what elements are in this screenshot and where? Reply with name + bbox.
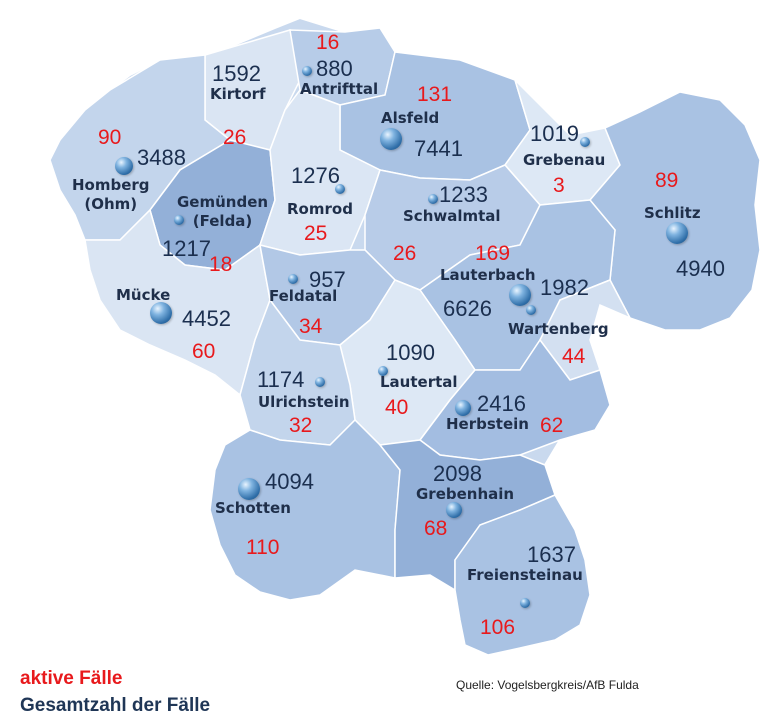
total-cases-herbstein: 2416 bbox=[477, 391, 526, 416]
marker-icon bbox=[115, 157, 133, 175]
total-cases-lauterbach: 6626 bbox=[443, 296, 492, 321]
marker-icon bbox=[174, 215, 184, 225]
name-schwalmtal: Schwalmtal bbox=[403, 207, 501, 225]
region-schotten bbox=[209, 418, 401, 601]
name-feldatal: Feldatal bbox=[269, 287, 338, 305]
region-freiensteinau bbox=[454, 494, 591, 656]
total-cases-wartenberg: 1982 bbox=[540, 275, 589, 300]
active-cases-schlitz: 89 bbox=[655, 169, 679, 192]
total-cases-grebenau: 1019 bbox=[530, 121, 579, 146]
marker-icon bbox=[380, 128, 402, 150]
name-gemuenden: Gemünden (Felda) bbox=[177, 193, 269, 230]
marker-icon bbox=[446, 502, 462, 518]
active-cases-ulrichstein: 32 bbox=[289, 414, 313, 437]
marker-icon bbox=[520, 598, 530, 608]
total-cases-grebenhain: 2098 bbox=[433, 461, 482, 486]
active-cases-gemuenden: 18 bbox=[209, 253, 233, 276]
total-cases-feldatal: 957 bbox=[309, 267, 346, 292]
active-cases-wartenberg: 44 bbox=[562, 345, 586, 368]
active-cases-lauterbach: 169 bbox=[475, 242, 511, 265]
total-cases-homberg: 3488 bbox=[137, 145, 186, 170]
active-cases-grebenhain: 68 bbox=[424, 517, 448, 540]
name-romrod: Romrod bbox=[287, 200, 353, 218]
name-homberg: Homberg (Ohm) bbox=[72, 176, 150, 213]
name-kirtorf: Kirtorf bbox=[210, 85, 266, 103]
active-cases-antrifttal: 16 bbox=[316, 31, 340, 54]
marker-icon bbox=[580, 137, 590, 147]
total-cases-lautertal: 1090 bbox=[386, 340, 435, 365]
active-cases-freiensteinau: 106 bbox=[480, 616, 516, 639]
total-cases-freiensteinau: 1637 bbox=[527, 542, 576, 567]
marker-icon bbox=[455, 400, 471, 416]
active-cases-schotten: 110 bbox=[246, 536, 280, 559]
name-ulrichstein: Ulrichstein bbox=[258, 393, 350, 411]
name-herbstein: Herbstein bbox=[446, 415, 529, 433]
total-cases-schotten: 4094 bbox=[265, 469, 314, 494]
marker-icon bbox=[509, 284, 531, 306]
marker-icon bbox=[315, 377, 325, 387]
name-freiensteinau: Freiensteinau bbox=[467, 566, 583, 584]
name-grebenhain: Grebenhain bbox=[416, 485, 515, 503]
total-cases-ulrichstein: 1174 bbox=[257, 367, 305, 392]
active-cases-kirtorf: 26 bbox=[223, 126, 247, 149]
name-schotten: Schotten bbox=[215, 499, 291, 517]
active-cases-muecke: 60 bbox=[192, 340, 216, 363]
total-cases-muecke: 4452 bbox=[182, 306, 231, 331]
active-cases-romrod: 25 bbox=[304, 222, 328, 245]
total-cases-gemuenden: 1217 bbox=[162, 236, 211, 261]
legend-total-cases: Gesamtzahl der Fälle bbox=[20, 695, 211, 716]
name-wartenberg: Wartenberg bbox=[508, 320, 609, 338]
active-cases-alsfeld: 131 bbox=[417, 83, 453, 106]
marker-icon bbox=[526, 305, 536, 315]
active-cases-homberg: 90 bbox=[98, 126, 122, 149]
name-grebenau: Grebenau bbox=[523, 151, 606, 169]
marker-icon bbox=[288, 274, 298, 284]
total-cases-alsfeld: 7441 bbox=[414, 136, 463, 161]
legend-active-cases: aktive Fälle bbox=[20, 668, 123, 689]
active-cases-lautertal: 40 bbox=[385, 396, 409, 419]
marker-icon bbox=[335, 184, 345, 194]
total-cases-schlitz: 4940 bbox=[676, 256, 725, 281]
marker-icon bbox=[666, 222, 688, 244]
name-lauterbach: Lauterbach bbox=[440, 266, 536, 284]
total-cases-antrifttal: 880 bbox=[316, 56, 353, 81]
marker-icon bbox=[428, 194, 438, 204]
name-antrifttal: Antrifttal bbox=[300, 80, 379, 98]
active-cases-schwalmtal: 26 bbox=[393, 242, 417, 265]
marker-icon bbox=[302, 66, 312, 76]
total-cases-romrod: 1276 bbox=[291, 163, 340, 188]
name-schlitz: Schlitz bbox=[644, 204, 701, 222]
source-credit: Quelle: Vogelsbergkreis/AfB Fulda bbox=[456, 678, 639, 692]
name-muecke: Mücke bbox=[116, 286, 171, 304]
active-cases-grebenau: 3 bbox=[553, 174, 565, 197]
total-cases-kirtorf: 1592 bbox=[212, 61, 261, 86]
active-cases-herbstein: 62 bbox=[540, 414, 564, 437]
total-cases-schwalmtal: 1233 bbox=[439, 182, 488, 207]
marker-icon bbox=[238, 478, 260, 500]
name-lautertal: Lautertal bbox=[380, 373, 458, 391]
active-cases-feldatal: 34 bbox=[299, 315, 323, 338]
marker-icon bbox=[378, 366, 388, 376]
marker-icon bbox=[150, 302, 172, 324]
name-alsfeld: Alsfeld bbox=[381, 109, 440, 127]
